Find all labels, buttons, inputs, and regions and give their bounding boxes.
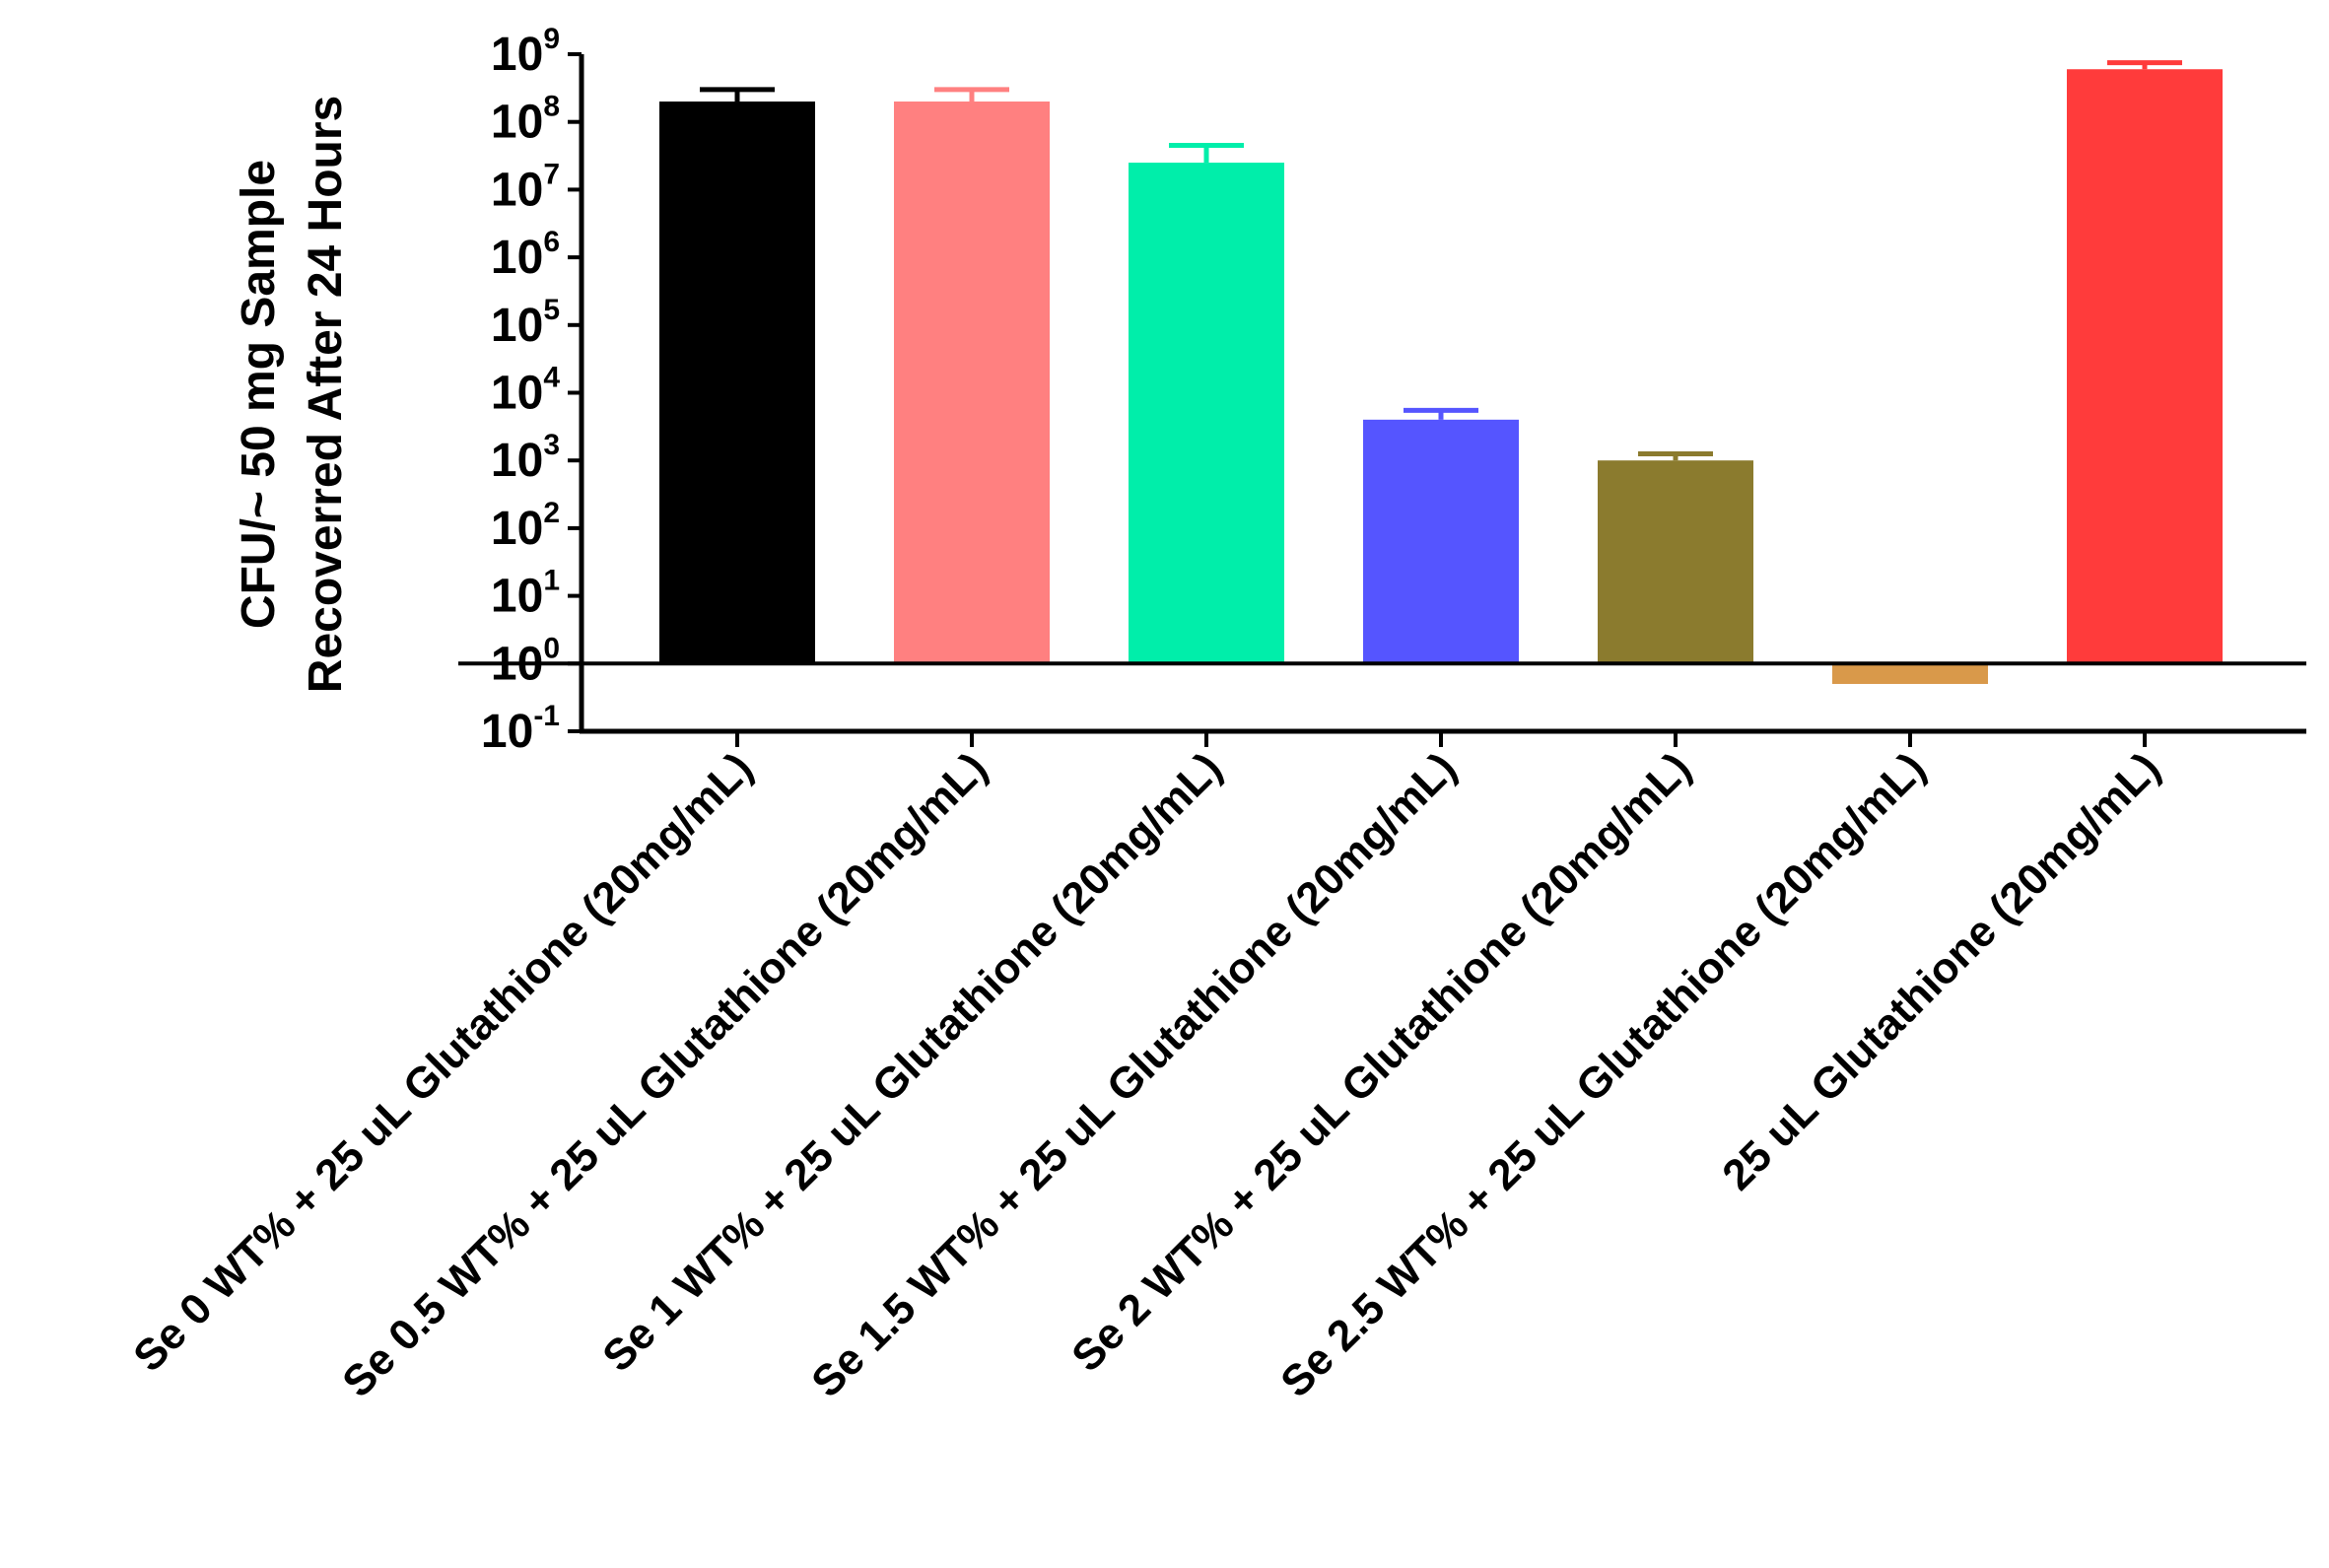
bar (1832, 663, 1988, 684)
x-category-label: 25 uL Glutathione (20mg/mL) (1713, 743, 2169, 1199)
y-tick-label: 109 (491, 23, 560, 81)
y-tick-label: 108 (491, 91, 560, 149)
bar (1598, 460, 1753, 664)
bar (894, 102, 1050, 664)
y-axis-title-line-1: CFU/~ 50 mg Sample (233, 160, 285, 629)
bar (1129, 163, 1284, 664)
bar (659, 102, 815, 664)
y-tick-label: 104 (491, 362, 560, 420)
y-tick-label: 107 (491, 158, 560, 216)
x-axis-labels: Se 0 WT% + 25 uL Glutathione (20mg/mL)Se… (124, 743, 2169, 1406)
y-tick-label: 101 (491, 565, 560, 623)
bar (1363, 419, 1519, 664)
y-axis-title: CFU/~ 50 mg Sample Recoverred After 24 H… (233, 96, 352, 693)
y-tick-label: 10-1 (481, 700, 560, 758)
y-tick-label: 106 (491, 226, 560, 284)
bars (659, 60, 2223, 684)
y-axis-ticks: 109 108 107 106 105 104 103 102 101 100 10-1 (481, 23, 582, 758)
y-tick-label: 105 (491, 294, 560, 352)
y-tick-label: 103 (491, 429, 560, 487)
y-axis-title-line-2: Recoverred After 24 Hours (300, 96, 352, 693)
y-tick-label: 100 (491, 632, 560, 690)
bar (2067, 69, 2223, 664)
y-tick-label: 102 (491, 497, 560, 555)
